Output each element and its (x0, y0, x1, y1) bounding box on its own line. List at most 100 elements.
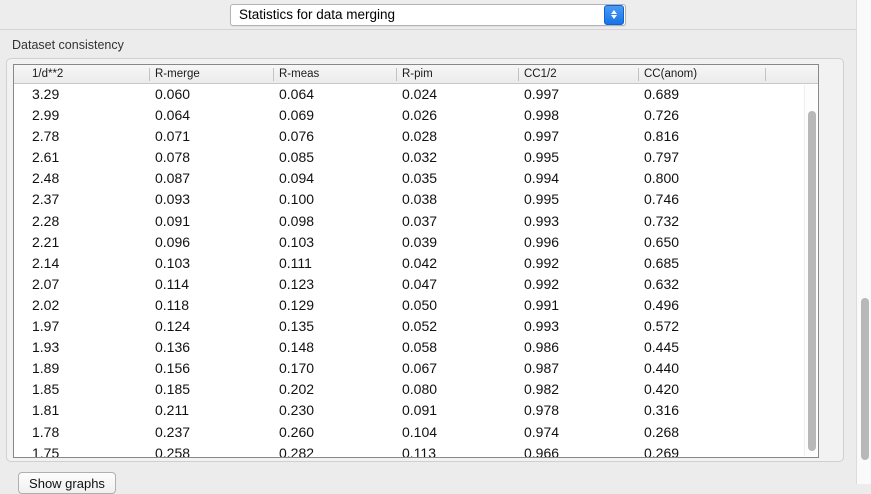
table-cell: 0.993 (524, 318, 560, 335)
table-cell: 0.156 (155, 360, 191, 377)
table-row[interactable]: 2.21 0.096 0.103 0.039 0.996 0.650 (14, 232, 818, 253)
table-header-row: 1/d**2 R-merge R-meas R-pim CC1/2 CC(anom) (14, 65, 818, 84)
column-header-r-meas[interactable]: R-meas (279, 68, 320, 80)
table-cell: 0.974 (524, 423, 560, 440)
table-row[interactable]: 2.02 0.118 0.129 0.050 0.991 0.496 (14, 295, 818, 316)
table-row[interactable]: 1.81 0.211 0.230 0.091 0.978 0.316 (14, 400, 818, 421)
table-vertical-scrollbar[interactable] (804, 85, 817, 456)
column-header-cc1-2[interactable]: CC1/2 (524, 68, 557, 80)
table-cell: 0.050 (402, 296, 438, 313)
table-cell: 2.61 (32, 149, 60, 166)
table-cell: 0.800 (644, 170, 680, 187)
table-cell: 0.986 (524, 339, 560, 356)
column-header-1-d-2[interactable]: 1/d**2 (32, 68, 64, 80)
table-cell: 1.75 (32, 444, 60, 458)
table-cell: 2.21 (32, 233, 60, 250)
table-cell: 0.689 (644, 86, 680, 102)
table-cell: 0.078 (155, 149, 191, 166)
table-cell: 0.038 (402, 191, 438, 208)
table-cell: 0.039 (402, 233, 438, 250)
table-cell: 0.991 (524, 296, 560, 313)
table-cell: 0.058 (402, 339, 438, 356)
table-cell: 0.650 (644, 233, 680, 250)
table-cell: 1.93 (32, 339, 60, 356)
table-row[interactable]: 2.37 0.093 0.100 0.038 0.995 0.746 (14, 189, 818, 210)
table-cell: 0.202 (279, 381, 315, 398)
table-cell: 0.260 (279, 423, 315, 440)
table-cell: 0.185 (155, 381, 191, 398)
window-vertical-scrollbar[interactable] (856, 0, 871, 484)
table-cell: 0.037 (402, 212, 438, 229)
table-row[interactable]: 2.28 0.091 0.098 0.037 0.993 0.732 (14, 211, 818, 232)
table-cell: 0.129 (279, 296, 315, 313)
show-graphs-button[interactable]: Show graphs (18, 472, 116, 494)
table-cell: 0.098 (279, 212, 315, 229)
table-cell: 2.07 (32, 275, 60, 292)
table-row[interactable]: 2.78 0.071 0.076 0.028 0.997 0.816 (14, 126, 818, 147)
table-cell: 0.064 (155, 107, 191, 124)
table-cell: 0.111 (279, 254, 312, 271)
table-cell: 0.982 (524, 381, 560, 398)
statistics-popup-button[interactable]: Statistics for data merging (230, 3, 626, 26)
table-cell: 2.02 (32, 296, 60, 313)
table-row[interactable]: 2.99 0.064 0.069 0.026 0.998 0.726 (14, 105, 818, 126)
table-cell: 0.258 (155, 444, 191, 458)
table-cell: 0.316 (644, 402, 680, 419)
table-cell: 0.995 (524, 149, 560, 166)
table-row[interactable]: 1.78 0.237 0.260 0.104 0.974 0.268 (14, 422, 818, 443)
table-cell: 2.14 (32, 254, 60, 271)
up-down-chevron-icon[interactable] (604, 4, 624, 25)
window-scrollbar-thumb[interactable] (861, 298, 869, 460)
table-cell: 0.076 (279, 128, 315, 145)
column-header-cc-anom[interactable]: CC(anom) (644, 68, 698, 80)
table-cell: 0.632 (644, 275, 680, 292)
table-cell: 0.237 (155, 423, 191, 440)
table-cell: 0.978 (524, 402, 560, 419)
table-row[interactable]: 1.97 0.124 0.135 0.052 0.993 0.572 (14, 316, 818, 337)
table-cell: 0.135 (279, 318, 315, 335)
table-cell: 0.997 (524, 128, 560, 145)
table-cell: 0.170 (279, 360, 315, 377)
table-cell: 0.816 (644, 128, 680, 145)
column-separator (273, 68, 274, 81)
table-scrollbar-thumb[interactable] (808, 111, 816, 451)
toolbar: Statistics for data merging (0, 0, 856, 30)
table-cell: 0.994 (524, 170, 560, 187)
table-row[interactable]: 1.89 0.156 0.170 0.067 0.987 0.440 (14, 358, 818, 379)
table-cell: 0.042 (402, 254, 438, 271)
table-row[interactable]: 1.93 0.136 0.148 0.058 0.986 0.445 (14, 337, 818, 358)
table-cell: 0.995 (524, 191, 560, 208)
table-cell: 0.269 (644, 444, 680, 458)
table-cell: 0.094 (279, 170, 315, 187)
table-cell: 0.572 (644, 318, 680, 335)
table-row[interactable]: 1.75 0.258 0.282 0.113 0.966 0.269 (14, 443, 818, 458)
table-row[interactable]: 3.29 0.060 0.064 0.024 0.997 0.689 (14, 84, 818, 105)
group-label: Dataset consistency (12, 38, 124, 52)
table-cell: 0.746 (644, 191, 680, 208)
table-cell: 0.064 (279, 86, 315, 102)
table-cell: 0.732 (644, 212, 680, 229)
table-cell: 0.024 (402, 86, 438, 102)
table-cell: 0.118 (155, 296, 189, 313)
table-cell: 0.148 (279, 339, 315, 356)
table-row[interactable]: 2.14 0.103 0.111 0.042 0.992 0.685 (14, 253, 818, 274)
table-row[interactable]: 2.48 0.087 0.094 0.035 0.994 0.800 (14, 168, 818, 189)
table-cell: 0.998 (524, 107, 560, 124)
column-header-r-merge[interactable]: R-merge (155, 68, 200, 80)
table-cell: 0.035 (402, 170, 438, 187)
table-cell: 0.060 (155, 86, 191, 102)
column-separator (638, 68, 639, 81)
table-cell: 1.78 (32, 423, 60, 440)
table-row[interactable]: 2.07 0.114 0.123 0.047 0.992 0.632 (14, 274, 818, 295)
column-header-r-pim[interactable]: R-pim (402, 68, 433, 80)
table-cell: 0.440 (644, 360, 680, 377)
chevron-down-glyph (611, 15, 617, 19)
statistics-table: 1/d**2 R-merge R-meas R-pim CC1/2 CC(anom) 3.… (13, 64, 819, 458)
table-row[interactable]: 2.61 0.078 0.085 0.032 0.995 0.797 (14, 147, 818, 168)
table-cell: 2.78 (32, 128, 60, 145)
column-header-blank[interactable] (766, 65, 771, 84)
table-cell: 3.29 (32, 86, 60, 102)
table-row[interactable]: 1.85 0.185 0.202 0.080 0.982 0.420 (14, 379, 818, 400)
table-cell: 0.114 (155, 275, 189, 292)
table-cell: 0.026 (402, 107, 438, 124)
